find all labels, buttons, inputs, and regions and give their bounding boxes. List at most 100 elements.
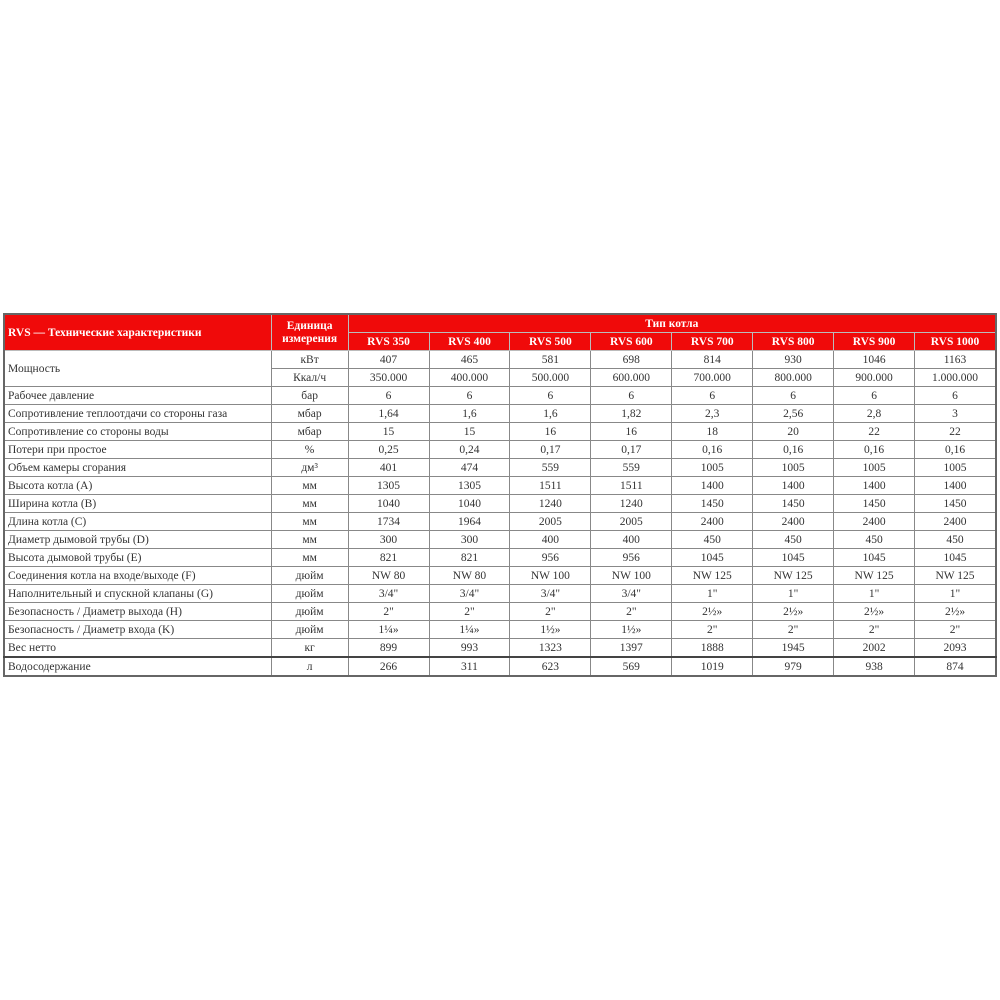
- row-label: Диаметр дымовой трубы (D): [3, 530, 272, 549]
- value-cell: 1,6: [509, 404, 592, 423]
- table-row: Наполнительный и спускной клапаны (G) дюй…: [3, 584, 997, 603]
- value-cell: 6: [833, 386, 916, 405]
- value-cell: 1240: [590, 494, 673, 513]
- value-cell: 1511: [590, 476, 673, 495]
- value-cell: NW 125: [833, 566, 916, 585]
- value-cell: 1,64: [347, 404, 430, 423]
- value-cell: 559: [590, 458, 673, 477]
- value-cell: 938: [833, 656, 916, 677]
- value-cell: 1400: [671, 476, 754, 495]
- row-label: Соединения котла на входе/выходе (F): [3, 566, 272, 585]
- value-cell: 2093: [914, 638, 997, 658]
- row-label: Объем камеры сгорания: [3, 458, 272, 477]
- value-cell: 400.000: [428, 368, 511, 387]
- value-cell: 956: [590, 548, 673, 567]
- value-cell: 500.000: [509, 368, 592, 387]
- row-unit: %: [270, 440, 349, 459]
- value-cell: 0,16: [752, 440, 835, 459]
- value-cell: 16: [509, 422, 592, 441]
- value-cell: 1046: [833, 350, 916, 369]
- table-row: Высота котла (A) мм 1305 1305 1511 1511 1400 14…: [3, 476, 997, 495]
- value-cell: 350.000: [347, 368, 430, 387]
- model-header: RVS 500: [509, 332, 592, 351]
- value-cell: 1888: [671, 638, 754, 658]
- value-cell: 0,17: [590, 440, 673, 459]
- value-cell: 400: [509, 530, 592, 549]
- value-cell: 6: [752, 386, 835, 405]
- value-cell: 15: [428, 422, 511, 441]
- value-cell: 3: [914, 404, 997, 423]
- value-cell: 623: [509, 656, 592, 677]
- table-row: Вес нетто кг 899 993 1323 1397 1888 1945 2002 209…: [3, 638, 997, 658]
- value-cell: 1397: [590, 638, 673, 658]
- value-cell: 1400: [914, 476, 997, 495]
- value-cell: 2,56: [752, 404, 835, 423]
- row-label: Безопасность / Диаметр входа (K): [3, 620, 272, 639]
- value-cell: 698: [590, 350, 673, 369]
- value-cell: 20: [752, 422, 835, 441]
- value-cell: 1045: [833, 548, 916, 567]
- value-cell: 559: [509, 458, 592, 477]
- row-label: Безопасность / Диаметр выхода (H): [3, 602, 272, 621]
- table-row: Ккал/ч 350.000 400.000 500.000 600.000 700.00…: [4, 368, 997, 387]
- value-cell: 1323: [509, 638, 592, 658]
- value-cell: 1,6: [428, 404, 511, 423]
- value-cell: 1040: [347, 494, 430, 513]
- value-cell: 2": [914, 620, 997, 639]
- table-row: Безопасность / Диаметр входа (K) дюйм 1¼» 1…: [3, 620, 997, 639]
- value-cell: 3/4": [347, 584, 430, 603]
- row-label: Потери при простое: [3, 440, 272, 459]
- table-row: Соединения котла на входе/выходе (F) дюйм…: [3, 566, 997, 585]
- value-cell: 1305: [428, 476, 511, 495]
- value-cell: 2½»: [752, 602, 835, 621]
- row-label: Высота котла (A): [3, 476, 272, 495]
- value-cell: 979: [752, 656, 835, 677]
- value-cell: 2": [590, 602, 673, 621]
- value-cell: 1040: [428, 494, 511, 513]
- value-cell: 581: [509, 350, 592, 369]
- table-row: Сопротивление теплоотдачи со стороны газ…: [3, 404, 997, 423]
- value-cell: 450: [752, 530, 835, 549]
- row-label: Длина котла (C): [3, 512, 272, 531]
- row-unit: мм: [270, 512, 349, 531]
- value-cell: 0,24: [428, 440, 511, 459]
- table-row: Мощность кВт 407 465 581 698 814 930 1046 1163: [3, 350, 997, 387]
- table-row: Ширина котла (B) мм 1040 1040 1240 1240 1450 14…: [3, 494, 997, 513]
- value-cell: 600.000: [590, 368, 673, 387]
- value-cell: 956: [509, 548, 592, 567]
- table-row: Диаметр дымовой трубы (D) мм 300 300 400 400 4…: [3, 530, 997, 549]
- value-cell: 1450: [833, 494, 916, 513]
- value-cell: 1163: [914, 350, 997, 369]
- value-cell: 2400: [914, 512, 997, 531]
- row-label: Вес нетто: [3, 638, 272, 658]
- value-cell: NW 80: [347, 566, 430, 585]
- value-cell: 311: [428, 656, 511, 677]
- row-unit: бар: [270, 386, 349, 405]
- value-cell: 2005: [590, 512, 673, 531]
- row-unit: дюйм: [270, 584, 349, 603]
- value-cell: 2400: [671, 512, 754, 531]
- value-cell: 474: [428, 458, 511, 477]
- row-unit: дюйм: [270, 620, 349, 639]
- row-unit: мбар: [270, 422, 349, 441]
- specs-table: RVS — Технические характеристики Единица…: [3, 313, 997, 677]
- value-cell: 16: [590, 422, 673, 441]
- row-label: Рабочее давление: [3, 386, 272, 405]
- value-cell: NW 125: [671, 566, 754, 585]
- model-header: RVS 800: [752, 332, 835, 351]
- unit-header: Единица измерения: [270, 313, 349, 351]
- value-cell: 1964: [428, 512, 511, 531]
- value-cell: 2½»: [671, 602, 754, 621]
- value-cell: 814: [671, 350, 754, 369]
- row-label: Наполнительный и спускной клапаны (G): [3, 584, 272, 603]
- value-cell: 6: [509, 386, 592, 405]
- value-cell: 0,25: [347, 440, 430, 459]
- value-cell: 22: [914, 422, 997, 441]
- value-cell: 1305: [347, 476, 430, 495]
- row-unit: мм: [270, 476, 349, 495]
- row-label: Ширина котла (B): [3, 494, 272, 513]
- value-cell: 1005: [914, 458, 997, 477]
- value-cell: 900.000: [833, 368, 916, 387]
- value-cell: 800.000: [752, 368, 835, 387]
- value-cell: 1005: [833, 458, 916, 477]
